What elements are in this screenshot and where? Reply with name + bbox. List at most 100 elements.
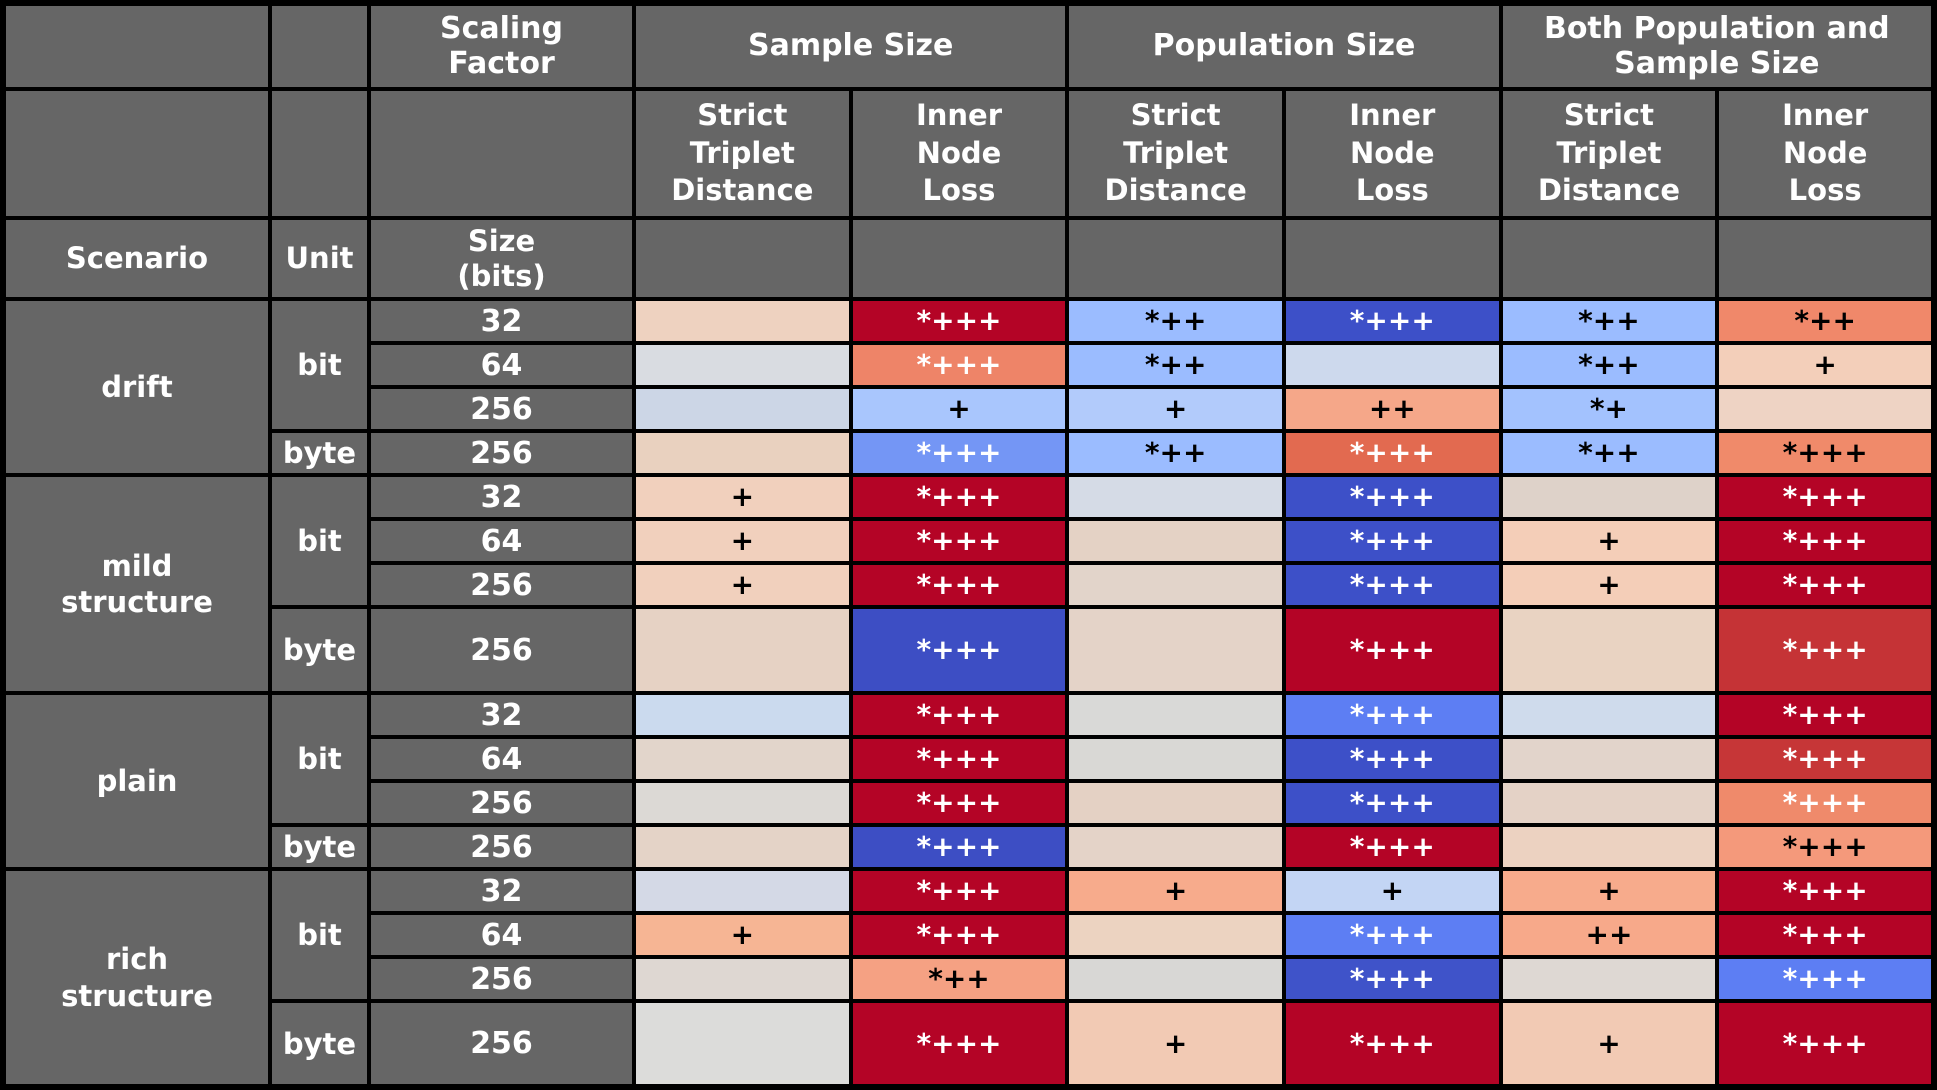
heatmap-cell-both-inner-node-loss: + [1715,341,1936,389]
heatmap-cell-sample-strict-triplet-distance [632,779,853,827]
heatmap-cell-population-strict-triplet-distance [1065,955,1286,1003]
size-cell: 64 [367,911,636,959]
size-cell: 256 [367,823,636,871]
heatmap-cell-population-inner-node-loss: *+++ [1281,297,1503,345]
unit-cell-byte: byte [268,823,371,871]
spacer-cell [1715,216,1936,301]
heatmap-cell-sample-strict-triplet-distance [632,735,853,783]
data-row: 256 *++ *+++ *+++ [3,955,1936,1003]
heatmap-cell-population-inner-node-loss [1281,341,1503,389]
heatmap-cell-population-inner-node-loss: ++ [1281,385,1503,433]
heatmap-cell-population-strict-triplet-distance [1065,911,1286,959]
heatmap-cell-sample-strict-triplet-distance [632,341,853,389]
heatmap-cell-both-inner-node-loss: *+++ [1715,691,1936,739]
heatmap-cell-population-strict-triplet-distance [1065,517,1286,565]
subheader-sample-strict-triplet-distance: Strict Triplet Distance [632,87,853,220]
heatmap-cell-both-inner-node-loss: *+++ [1715,735,1936,783]
heatmap-cell-population-inner-node-loss: *+++ [1281,999,1503,1089]
heatmap-cell-both-strict-triplet-distance: *+ [1498,385,1720,433]
heatmap-cell-population-inner-node-loss: *+++ [1281,429,1503,477]
heatmap-cell-sample-inner-node-loss: *+++ [848,823,1070,871]
scenario-cell-plain: plain [1,691,272,871]
heatmap-cell-sample-strict-triplet-distance: + [632,911,853,959]
data-row: 256 + *+++ *+++ + *+++ [3,561,1936,609]
data-row: byte 256 *+++ *+++ *+++ [3,823,1936,871]
data-row: 64 + *+++ *+++ + *+++ [3,517,1936,565]
heatmap-cell-population-strict-triplet-distance: + [1065,867,1286,915]
corner-cell-scenario [1,1,272,91]
size-cell: 256 [367,385,636,433]
data-row: byte 256 *+++ *+++ *+++ [3,605,1936,695]
row-header-unit: Unit [268,216,371,301]
data-row: rich structure bit 32 *+++ + + + *+++ [1,867,1936,1089]
size-cell: 256 [367,429,636,477]
heatmap-cell-both-strict-triplet-distance: + [1498,517,1720,565]
size-cell: 32 [367,867,636,915]
data-row: byte 256 *+++ *++ *+++ *++ *+++ [3,429,1936,477]
size-cell: 32 [367,297,636,345]
heatmap-cell-both-strict-triplet-distance: *++ [1498,341,1720,389]
heatmap-cell-sample-inner-node-loss: *+++ [848,517,1070,565]
data-row: 256 + + ++ *+ [3,385,1936,433]
row-header-size-bits: Size (bits) [367,216,636,301]
heatmap-cell-population-inner-node-loss: *+++ [1281,605,1503,695]
heatmap-cell-sample-strict-triplet-distance [632,691,853,739]
spacer-cell [1065,216,1286,301]
data-row: byte 256 *+++ + *+++ + *+++ [3,999,1936,1089]
unit-cell-bit: bit [268,867,371,1003]
heatmap-cell-sample-inner-node-loss: *+++ [848,473,1070,521]
size-cell: 256 [367,605,636,695]
unit-cell-byte: byte [268,999,371,1089]
unit-cell-byte: byte [268,429,371,477]
data-row: drift bit 32 *+++ *++ *+++ *++ *++ [1,297,1936,477]
heatmap-cell-population-strict-triplet-distance: + [1065,385,1286,433]
heatmap-cell-population-strict-triplet-distance [1065,823,1286,871]
heatmap-cell-sample-inner-node-loss: *+++ [848,429,1070,477]
heatmap-cell-population-strict-triplet-distance [1065,779,1286,827]
corner-cell-unit [268,1,371,91]
heatmap-cell-sample-strict-triplet-distance [632,955,853,1003]
unit-cell-byte: byte [268,605,371,695]
heatmap-cell-population-inner-node-loss: *+++ [1281,691,1503,739]
heatmap-cell-sample-strict-triplet-distance: + [632,473,853,521]
spacer-cell [268,87,371,220]
heatmap-cell-sample-strict-triplet-distance [632,385,853,433]
heatmap-cell-both-strict-triplet-distance: ++ [1498,911,1720,959]
heatmap-cell-sample-inner-node-loss: *+++ [848,911,1070,959]
heatmap-cell-population-strict-triplet-distance [1065,561,1286,609]
heatmap-cell-both-inner-node-loss: *+++ [1715,779,1936,827]
size-cell: 256 [367,779,636,827]
subheader-both-strict-triplet-distance: Strict Triplet Distance [1498,87,1720,220]
heatmap-cell-sample-strict-triplet-distance [632,429,853,477]
heatmap-cell-both-inner-node-loss: *+++ [1715,473,1936,521]
heatmap-cell-population-inner-node-loss: *+++ [1281,823,1503,871]
heatmap-cell-sample-inner-node-loss: + [848,385,1070,433]
heatmap-cell-both-strict-triplet-distance [1498,473,1720,521]
size-cell: 32 [367,691,636,739]
heatmap-cell-sample-strict-triplet-distance [632,297,853,345]
heatmap-cell-population-inner-node-loss: *+++ [1281,473,1503,521]
data-row: 64 *+++ *++ *++ + [3,341,1936,389]
subheader-population-strict-triplet-distance: Strict Triplet Distance [1065,87,1286,220]
heatmap-cell-population-inner-node-loss: *+++ [1281,561,1503,609]
spacer-cell [1498,216,1720,301]
heatmap-cell-both-inner-node-loss [1715,385,1936,433]
heatmap-cell-both-strict-triplet-distance [1498,735,1720,783]
heatmap-cell-both-strict-triplet-distance [1498,779,1720,827]
heatmap-cell-sample-inner-node-loss: *++ [848,955,1070,1003]
size-cell: 256 [367,955,636,1003]
heatmap-cell-sample-strict-triplet-distance: + [632,561,853,609]
header-group-sample-size: Sample Size [631,1,1070,91]
spacer-cell [848,216,1070,301]
heatmap-cell-sample-strict-triplet-distance [632,605,853,695]
subheader-population-inner-node-loss: Inner Node Loss [1281,87,1503,220]
heatmap-cell-sample-inner-node-loss: *+++ [848,297,1070,345]
heatmap-cell-population-inner-node-loss: *+++ [1281,517,1503,565]
heatmap-cell-population-strict-triplet-distance: *++ [1065,297,1286,345]
spacer-cell [367,87,636,220]
row-header-scenario: Scenario [1,216,272,301]
heatmap-cell-both-strict-triplet-distance: *++ [1498,429,1720,477]
spacer-cell [1,87,272,220]
